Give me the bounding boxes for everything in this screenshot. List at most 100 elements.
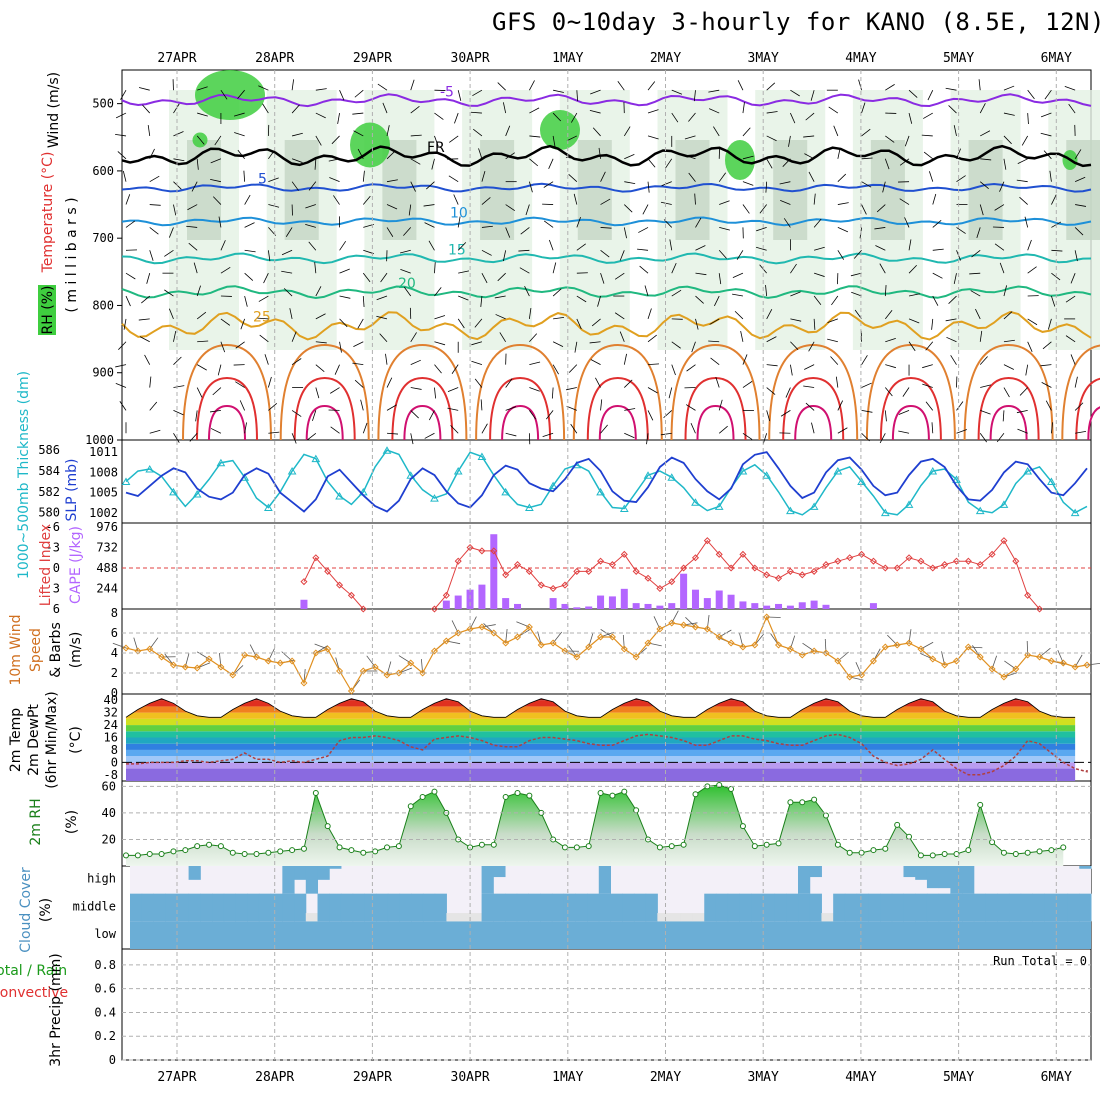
slp-tick-label: 1008 [89,465,118,479]
wind-barb [115,112,127,119]
wind-tick-label: 8 [111,606,118,620]
temp-contour-label: 10 [450,205,468,221]
wind-barb [125,295,131,307]
cape-bar [869,603,877,609]
slp-tick-label: 1005 [89,486,118,500]
wind-speed-marker [929,655,937,663]
wind-barb [149,401,158,411]
wind-barb [788,135,791,147]
wind-barb [861,128,871,137]
rh-tick-label: 20 [102,832,116,846]
wind-barb [1017,428,1028,434]
wind-barb [956,227,966,234]
wind-barb [979,204,984,216]
wind-barb [600,399,603,411]
wind-barb [315,286,322,297]
wind-barb [1051,272,1061,281]
date-label-bottom: 1MAY [552,1070,583,1085]
cloud-middle-bar [340,893,354,922]
rh-marker [917,852,924,859]
wind-barb [948,105,957,114]
cloud-middle-bar [540,893,553,922]
temp-contour-lobe [377,343,468,441]
wind-barb [1075,430,1087,434]
cape-bar [585,606,593,609]
rh-max-shade [195,70,265,120]
cloud-high-bar [903,866,916,878]
wind-barb [565,387,577,391]
wind-barb [566,405,577,411]
wind-speed-marker [276,659,284,667]
wind-barb [742,181,754,186]
wind-speed-marker [1000,673,1008,681]
wind-speed-marker [359,667,367,675]
wind-barb [502,102,507,114]
cloud-middle-bar [294,893,307,922]
wind-speed-marker [739,643,747,651]
rh-marker [514,789,521,796]
wind-barb [1074,376,1078,388]
cloud-middle-bar [446,913,459,922]
li-tick-label: 0 [53,561,60,575]
wind-barb [264,354,269,365]
wind-barb [740,330,744,342]
wind-barb [790,263,797,274]
wind-speed-marker [181,663,189,671]
wind-barb [861,382,872,388]
cloud-middle-bar [458,913,471,922]
wind-barb [268,204,280,208]
thickness-marker [311,454,321,463]
temp-unit-label: (°C) [68,726,84,754]
temp-contour-lobe [768,343,859,441]
wind-speed-marker [869,657,877,665]
wind-barb [529,361,541,366]
dewpt2m-axis-label: 2m DewPt [26,704,42,776]
wind-barb [457,90,462,101]
wind-barb [693,90,696,102]
wind-barb [1003,311,1013,320]
rh-max-shade [192,132,208,148]
wind-barb [1074,402,1084,411]
li-marker [490,547,498,555]
cloud-middle-bar [411,893,424,922]
temp-band [126,698,1076,701]
wind-barb [352,112,364,115]
temp-contour-lobe [891,404,930,441]
wind-barb [853,250,862,259]
rh-marker [1060,844,1067,851]
wind-barb [173,204,177,216]
wind-barb [766,309,773,320]
wind-barb [715,376,720,388]
cloud-high-bar [294,866,307,880]
wind-barb [267,250,271,262]
wind-barb [305,224,316,228]
wind-barb [921,134,933,137]
li-marker [300,578,308,586]
wind-barb [268,431,280,434]
cloud-cover-axis-label: Cloud Cover [18,867,34,953]
cloud-high-bar [950,866,963,894]
wind-barb [548,158,554,170]
rh-marker [134,852,141,859]
wind-barb [352,362,364,366]
wind-barb [644,285,649,297]
wind-barb [810,90,815,101]
thickness-tick-label: 580 [38,506,60,520]
rh-marker [906,833,913,840]
cloud-middle-bar [434,893,447,922]
wind-barb [552,262,557,274]
wind-barb [766,111,778,114]
rh-marker [241,851,248,858]
wind-speed-marker [1024,651,1032,659]
wind-barb [382,102,388,114]
cloud-high-bar [1079,866,1092,869]
cloud-high-bar [926,866,940,889]
temp-contour-lobe [1087,406,1100,441]
wind-barb [291,79,295,91]
wind-barb [497,272,506,282]
thickness-marker [880,508,890,517]
wind-barb [481,423,488,434]
wind-barb [193,262,198,274]
temp-contour [121,252,1092,265]
